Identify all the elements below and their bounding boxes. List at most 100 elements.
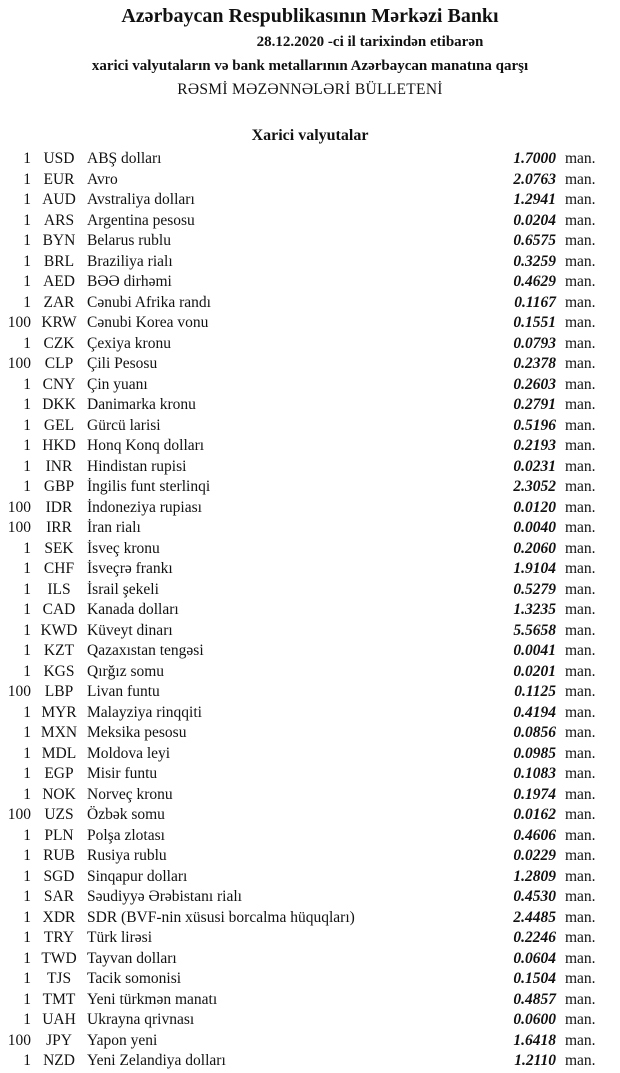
currency-code: INR: [45, 457, 73, 475]
rate-value: 1.6418: [513, 1031, 556, 1049]
rate-row: 1 NZD Yeni Zelandiya dolları 1.2110 man.: [0, 1051, 620, 1072]
currency-name: Braziliya rialı: [87, 252, 173, 270]
rate-row: 1 XDR SDR (BVF-nin xüsusi borcalma hüquqla…: [0, 908, 620, 929]
rate-row: 1 MYR Malayziya rinqqiti 0.4194 man.: [0, 703, 620, 724]
rate-value: 0.4530: [513, 888, 556, 905]
currency-name: Ukrayna qrivnası: [87, 1011, 195, 1028]
unit-label: man.: [565, 1052, 596, 1069]
currency-code: KRW: [41, 314, 77, 331]
rate-row: 1 EGP Misir funtu 0.1083 man.: [0, 764, 620, 785]
currency-code: UZS: [44, 806, 74, 823]
unit-label: man.: [565, 888, 596, 905]
quantity: 100: [7, 1031, 31, 1049]
unit-label: man.: [565, 785, 596, 803]
currency-code: ZAR: [43, 293, 75, 311]
quantity: 1: [23, 416, 31, 434]
quantity: 1: [23, 826, 31, 844]
rate-row: 100 KRW Cənubi Korea vonu 0.1551 man.: [0, 313, 620, 334]
currency-code: EGP: [44, 765, 74, 782]
quantity: 1: [23, 949, 31, 967]
currency-name: Qazaxıstan tengəsi: [87, 642, 204, 659]
bulletin-title: RƏSMİ MƏZƏNNƏLƏRİ BÜLLETENİ: [177, 81, 443, 98]
currency-code: NOK: [42, 785, 76, 803]
rate-value: 0.1974: [513, 785, 556, 803]
currency-name: SDR (BVF-nin xüsusi borcalma hüquqları): [87, 908, 355, 926]
currency-code: KGS: [43, 662, 75, 680]
unit-label: man.: [565, 744, 596, 762]
rate-value: 0.4857: [513, 990, 556, 1008]
rate-value: 0.1083: [513, 765, 556, 782]
currency-code: USD: [43, 150, 75, 167]
rate-row: 1 TJS Tacik somonisi 0.1504 man.: [0, 969, 620, 990]
rate-row: 1 CZK Çexiya kronu 0.0793 man.: [0, 334, 620, 355]
unit-label: man.: [565, 908, 596, 926]
quantity: 1: [23, 293, 31, 311]
rate-value: 0.0604: [513, 949, 556, 967]
quantity: 100: [7, 683, 31, 700]
quantity: 1: [23, 765, 31, 782]
unit-label: man.: [565, 170, 596, 188]
currency-code: NZD: [43, 1052, 75, 1069]
currency-code: HKD: [42, 437, 76, 454]
currency-name: Rusiya rublu: [87, 847, 167, 864]
rate-value: 1.2809: [513, 867, 556, 885]
currency-code: DKK: [42, 396, 76, 413]
unit-label: man.: [565, 970, 596, 987]
rate-value: 0.0120: [513, 498, 556, 516]
currency-name: Yapon yeni: [87, 1031, 158, 1049]
rate-value: 0.6575: [513, 232, 556, 249]
quantity: 1: [23, 232, 31, 249]
rate-value: 1.2110: [514, 1052, 556, 1069]
rate-row: 1 USD ABŞ dolları 1.7000 man.: [0, 149, 620, 170]
rate-row: 1 DKK Danimarka kronu 0.2791 man.: [0, 395, 620, 416]
currency-name: ABŞ dolları: [87, 150, 162, 167]
unit-label: man.: [565, 621, 596, 639]
section-title: Xarici valyutalar: [251, 127, 369, 144]
unit-label: man.: [565, 539, 596, 557]
rate-row: 1 UAH Ukrayna qrivnası 0.0600 man.: [0, 1010, 620, 1031]
quantity: 1: [23, 970, 31, 987]
quantity: 1: [23, 396, 31, 413]
unit-label: man.: [565, 1031, 596, 1049]
currency-name: Gürcü larisi: [87, 416, 161, 434]
date-line: 28.12.2020 -ci il tarixindən etibarən: [256, 34, 484, 50]
quantity: 1: [23, 621, 31, 639]
quantity: 1: [23, 990, 31, 1008]
quantity: 1: [23, 601, 31, 618]
rate-row: 1 TWD Tayvan dolları 0.0604 man.: [0, 949, 620, 970]
unit-label: man.: [565, 560, 596, 577]
rate-value: 0.0231: [513, 457, 556, 475]
rate-row: 1 SGD Sinqapur dolları 1.2809 man.: [0, 867, 620, 888]
rate-row: 1 TRY Türk lirəsi 0.2246 man.: [0, 928, 620, 949]
rate-row: 1 KZT Qazaxıstan tengəsi 0.0041 man.: [0, 641, 620, 662]
currency-name: İngilis funt sterlinqi: [87, 478, 211, 495]
quantity: 1: [23, 724, 31, 741]
quantity: 100: [7, 519, 31, 536]
rate-row: 1 MXN Meksika pesosu 0.0856 man.: [0, 723, 620, 744]
quantity: 1: [23, 273, 31, 290]
quantity: 1: [23, 539, 31, 557]
rate-value: 0.2246: [513, 929, 556, 946]
rate-value: 0.4194: [513, 703, 556, 721]
currency-code: CHF: [43, 560, 75, 577]
rate-row: 1 AED BƏƏ dirhəmi 0.4629 man.: [0, 272, 620, 293]
rate-row: 1 CHF İsveçrə frankı 1.9104 man.: [0, 559, 620, 580]
quantity: 100: [7, 806, 31, 823]
rate-row: 1 KGS Qırğız somu 0.0201 man.: [0, 662, 620, 683]
currency-code: ARS: [43, 211, 75, 229]
quantity: 1: [23, 929, 31, 946]
unit-label: man.: [565, 437, 596, 454]
unit-label: man.: [565, 191, 596, 208]
currency-code: MXN: [40, 724, 78, 741]
currency-name: Küveyt dinarı: [87, 621, 173, 639]
currency-name: Honq Konq dolları: [87, 437, 205, 454]
rate-row: 1 ARS Argentina pesosu 0.0204 man.: [0, 211, 620, 232]
currency-name: Türk lirəsi: [87, 929, 152, 946]
quantity: 1: [23, 334, 31, 352]
currency-code: TMT: [42, 990, 76, 1008]
rate-value: 0.2060: [513, 539, 556, 557]
unit-label: man.: [565, 150, 596, 167]
rate-value: 0.0201: [513, 662, 556, 680]
rate-value: 0.0040: [513, 519, 556, 536]
